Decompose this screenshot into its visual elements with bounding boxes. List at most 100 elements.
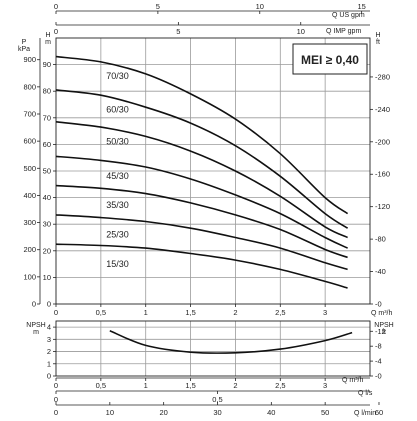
npsh-m3h-tick-label: 1: [144, 381, 148, 390]
m-tick-label: 90: [43, 60, 51, 69]
m-tick-label: 60: [43, 140, 51, 149]
npsh-m-tick-label: 2: [47, 347, 51, 356]
npsh-m-tick-label: 4: [47, 323, 51, 332]
npsh-m3h-tick-label: 0: [54, 381, 58, 390]
pump-curve-70-30: [55, 55, 349, 215]
npsh-m3h-tick-label: 2: [233, 381, 237, 390]
m-tick-label: 10: [43, 273, 51, 282]
npsh-m-tick-label: 3: [47, 335, 51, 344]
kpa-tick-label: 200: [23, 245, 36, 254]
npsh-m-axis-label-unit: m: [33, 329, 39, 336]
x-tick-label: 2: [233, 308, 237, 317]
pump-curve-label: 15/30: [106, 259, 129, 269]
m-axis-label-h: H: [45, 32, 50, 39]
npsh-m-axis-label-name: NPSH: [26, 322, 45, 329]
kpa-tick-label: 400: [23, 191, 36, 200]
pump-curve-45-30: [55, 155, 348, 249]
ls-axis-label: Q l/s: [358, 390, 373, 397]
ft-tick-label: -200: [375, 137, 390, 146]
m-tick-label: 20: [43, 246, 51, 255]
ft-tick-label: -80: [375, 235, 386, 244]
imp-gpm-axis-label: Q IMP gpm: [326, 28, 361, 35]
pump-curve-60-30: [55, 89, 349, 229]
npsh-m3h-axis-label: Q m³/h: [342, 377, 363, 384]
kpa-tick-label: 300: [23, 218, 36, 227]
kpa-axis-label-p: P: [22, 39, 27, 46]
ft-tick-label: -40: [375, 267, 386, 276]
imp-gpm-tick-label: 5: [176, 27, 180, 36]
pump-curve-label: 50/30: [106, 136, 129, 146]
ft-tick-label: -0: [375, 300, 382, 309]
npsh-ft-tick-label: -12: [375, 327, 386, 336]
kpa-tick-label: 100: [23, 272, 36, 281]
npsh-ft-tick-label: -4: [375, 357, 382, 366]
us-gpm-tick-label: 15: [357, 2, 365, 11]
npsh-m-tick-label: 0: [47, 372, 51, 381]
ft-axis-label-unit: ft: [376, 39, 380, 46]
kpa-tick-label: 600: [23, 137, 36, 146]
lmin-tick-label: 60: [375, 408, 383, 417]
npsh-ft-axis-label-name: NPSH: [374, 322, 393, 329]
imp-gpm-tick-label: 0: [54, 27, 58, 36]
npsh-m3h-tick-label: 1,5: [185, 381, 195, 390]
kpa-tick-label: 0: [32, 300, 36, 309]
npsh-plot-frame: [55, 320, 371, 377]
lmin-tick-label: 30: [213, 408, 221, 417]
m-tick-label: 30: [43, 220, 51, 229]
m-tick-label: 40: [43, 193, 51, 202]
lmin-tick-label: 10: [106, 408, 114, 417]
npsh-ft-axis-label-unit: ft: [382, 329, 386, 336]
x-tick-label: 2,5: [275, 308, 285, 317]
us-gpm-tick-label: 10: [256, 2, 264, 11]
x-tick-label: 1: [144, 308, 148, 317]
npsh-m3h-tick-label: 2,5: [275, 381, 285, 390]
ls-tick-label: 0: [54, 395, 58, 404]
kpa-tick-label: 800: [23, 82, 36, 91]
ls-tick-label: 0,5: [212, 395, 222, 404]
lmin-axis-label: Q l/min: [354, 410, 376, 417]
npsh-m-tick-label: 1: [47, 359, 51, 368]
npsh-m3h-tick-label: 0,5: [96, 381, 106, 390]
pump-curve-35-30: [55, 184, 348, 259]
pump-curve-label: 70/30: [106, 71, 129, 81]
x-axis-label: Q m³/h: [371, 310, 392, 317]
x-tick-label: 0: [54, 308, 58, 317]
mei-badge-text: MEI ≥ 0,40: [301, 53, 359, 67]
us-gpm-tick-label: 5: [156, 2, 160, 11]
npsh-m3h-tick-label: 3: [323, 381, 327, 390]
lmin-tick-label: 0: [54, 408, 58, 417]
pump-curve-50-30: [55, 121, 348, 239]
lmin-tick-label: 20: [159, 408, 167, 417]
kpa-tick-label: 900: [23, 55, 36, 64]
ft-tick-label: -240: [375, 105, 390, 114]
mei-badge-box: [292, 43, 368, 75]
pump-curve-label: 60/30: [106, 104, 129, 114]
m-axis-label-unit: m: [45, 39, 51, 46]
ft-tick-label: -280: [375, 72, 390, 81]
ft-tick-label: -120: [375, 202, 390, 211]
x-tick-label: 1,5: [185, 308, 195, 317]
x-tick-label: 3: [323, 308, 327, 317]
npsh-ft-tick-label: -0: [375, 372, 382, 381]
us-gpm-axis-label: Q US gpm: [332, 12, 365, 19]
imp-gpm-tick-label: 10: [297, 27, 305, 36]
npsh-ft-tick-label: -8: [375, 342, 382, 351]
pump-curve-label: 35/30: [106, 200, 129, 210]
kpa-axis-label-unit: kPa: [18, 46, 30, 53]
m-tick-label: 70: [43, 113, 51, 122]
x-tick-label: 0,5: [96, 308, 106, 317]
head-plot: 0 0,5 1 1,5 2 2,5 3 Q m³/h 0 5 10 15Q US gpm 0 5 10 Q I…: [18, 2, 393, 317]
lmin-tick-label: 40: [267, 408, 275, 417]
ft-tick-label: -160: [375, 170, 390, 179]
pump-curve-label: 25/30: [106, 230, 129, 240]
mei-badge: MEI ≥ 0,40: [292, 43, 368, 75]
pump-curve-15-30: [55, 243, 348, 289]
pump-curve-25-30: [55, 214, 348, 271]
m-tick-label: 80: [43, 87, 51, 96]
kpa-tick-label: 500: [23, 164, 36, 173]
m-tick-label: 50: [43, 167, 51, 176]
ft-axis-label-h: H: [375, 32, 380, 39]
m-tick-label: 0: [47, 300, 51, 309]
